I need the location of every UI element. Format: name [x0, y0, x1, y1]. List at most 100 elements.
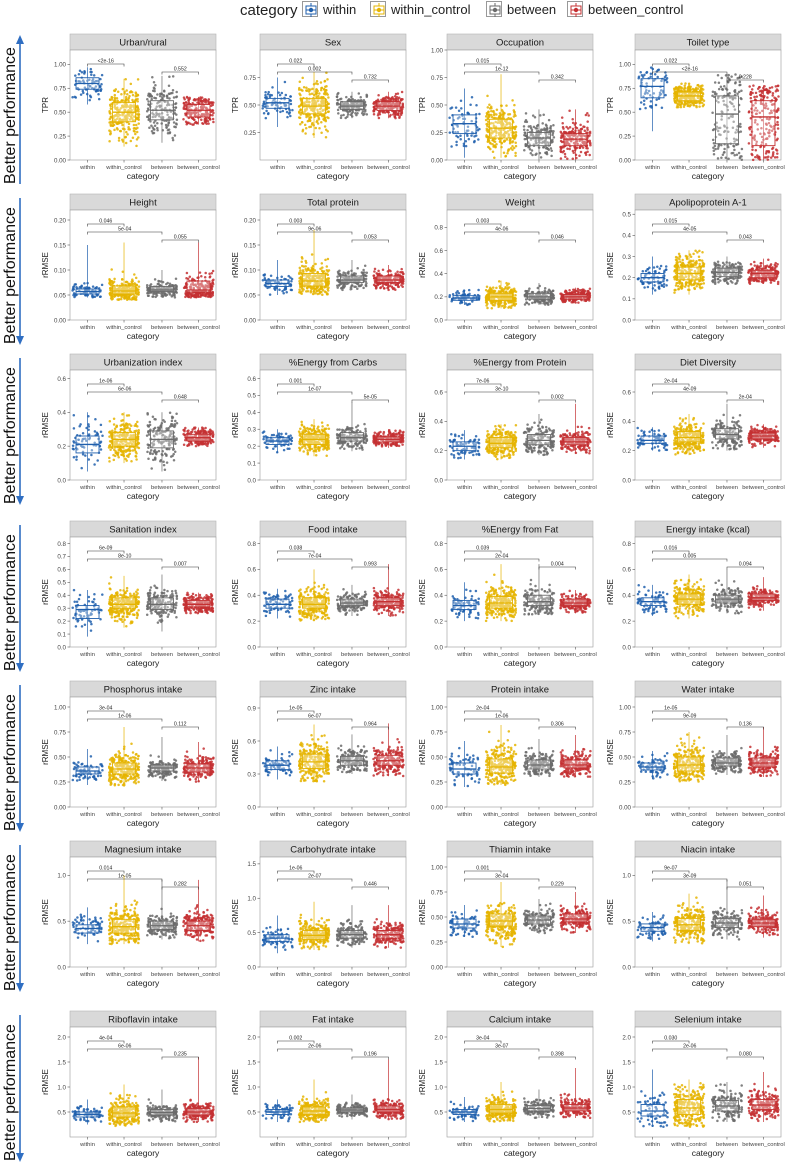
- data-point: [99, 89, 103, 93]
- data-point: [648, 105, 652, 108]
- data-point: [325, 293, 329, 296]
- data-point: [502, 151, 506, 155]
- x-tick-label: within_control: [105, 165, 141, 171]
- x-axis-label: category: [317, 171, 350, 181]
- data-point: [289, 284, 292, 288]
- data-point: [326, 257, 330, 261]
- data-point: [317, 117, 321, 121]
- arrow-down-icon: [16, 845, 24, 992]
- data-point: [510, 300, 514, 303]
- data-point: [336, 286, 339, 289]
- data-point: [193, 121, 197, 124]
- data-point: [497, 133, 501, 137]
- data-point: [320, 95, 323, 99]
- y-tick-label: 0.2: [434, 294, 443, 301]
- data-point: [727, 145, 730, 149]
- data-point: [737, 151, 741, 155]
- data-point: [755, 140, 758, 143]
- data-point: [89, 67, 93, 71]
- box-within: [448, 288, 481, 307]
- data-point: [108, 281, 111, 285]
- better-performance-label: Better performance: [0, 1011, 36, 1167]
- data-point: [269, 274, 273, 277]
- data-point: [146, 98, 149, 101]
- data-point: [161, 280, 165, 284]
- data-point: [207, 100, 210, 104]
- data-point: [700, 94, 704, 98]
- better-performance-label: Better performance: [0, 194, 36, 350]
- data-point: [156, 93, 159, 96]
- data-point: [133, 294, 136, 298]
- better-performance-label: Better performance: [0, 521, 36, 677]
- data-point: [97, 93, 100, 96]
- data-point: [305, 106, 309, 110]
- data-point: [763, 106, 766, 109]
- data-point: [151, 115, 155, 119]
- data-point: [321, 95, 325, 99]
- data-point: [298, 279, 301, 283]
- x-tick-label: between_control: [742, 165, 785, 171]
- data-point: [488, 141, 492, 144]
- data-point: [581, 133, 584, 136]
- data-point: [664, 71, 667, 74]
- data-point: [117, 136, 121, 140]
- y-axis-label: TPR: [41, 97, 50, 113]
- data-point: [727, 130, 730, 133]
- data-point: [754, 91, 758, 95]
- data-point: [566, 127, 570, 130]
- data-point: [200, 275, 203, 278]
- data-point: [341, 288, 344, 292]
- data-point: [316, 122, 320, 125]
- data-point: [319, 267, 322, 270]
- data-point: [318, 92, 321, 95]
- data-point: [336, 93, 339, 96]
- data-point: [314, 287, 317, 291]
- data-point: [550, 292, 553, 296]
- data-point: [113, 99, 116, 103]
- data-point: [147, 117, 151, 121]
- data-point: [118, 113, 122, 117]
- data-point: [156, 113, 159, 116]
- data-point: [563, 152, 567, 156]
- data-point: [268, 93, 272, 97]
- data-point: [326, 287, 329, 291]
- y-tick-label: 0.25: [431, 130, 444, 137]
- y-tick-label: 0.15: [54, 242, 67, 249]
- data-point: [512, 146, 516, 150]
- data-point: [514, 151, 517, 155]
- data-point: [719, 85, 723, 88]
- data-point: [127, 108, 130, 112]
- data-point: [127, 125, 130, 129]
- data-point: [324, 136, 328, 139]
- x-tick-label: within_control: [295, 325, 331, 331]
- data-point: [539, 130, 543, 133]
- data-point: [674, 85, 678, 89]
- data-point: [96, 79, 99, 83]
- data-point: [325, 265, 329, 268]
- data-point: [310, 266, 314, 270]
- data-point: [751, 158, 755, 162]
- data-point: [211, 269, 215, 273]
- data-point: [738, 83, 741, 87]
- data-point: [121, 123, 124, 127]
- data-point: [200, 285, 203, 288]
- data-point: [115, 288, 118, 291]
- box-iqr: [112, 285, 136, 295]
- data-point: [749, 93, 753, 97]
- x-axis-label: category: [127, 171, 160, 181]
- data-point: [87, 286, 91, 290]
- data-point: [168, 282, 172, 286]
- data-point: [136, 97, 139, 101]
- bracket-line: [161, 71, 199, 75]
- data-point: [559, 136, 563, 139]
- data-point: [456, 130, 460, 134]
- data-point: [314, 282, 318, 285]
- data-point: [317, 94, 320, 98]
- data-point: [549, 147, 553, 150]
- data-point: [300, 292, 303, 295]
- data-point: [388, 284, 392, 288]
- data-point: [325, 84, 328, 88]
- y-tick-label: 0.8: [434, 225, 443, 232]
- data-point: [465, 129, 469, 133]
